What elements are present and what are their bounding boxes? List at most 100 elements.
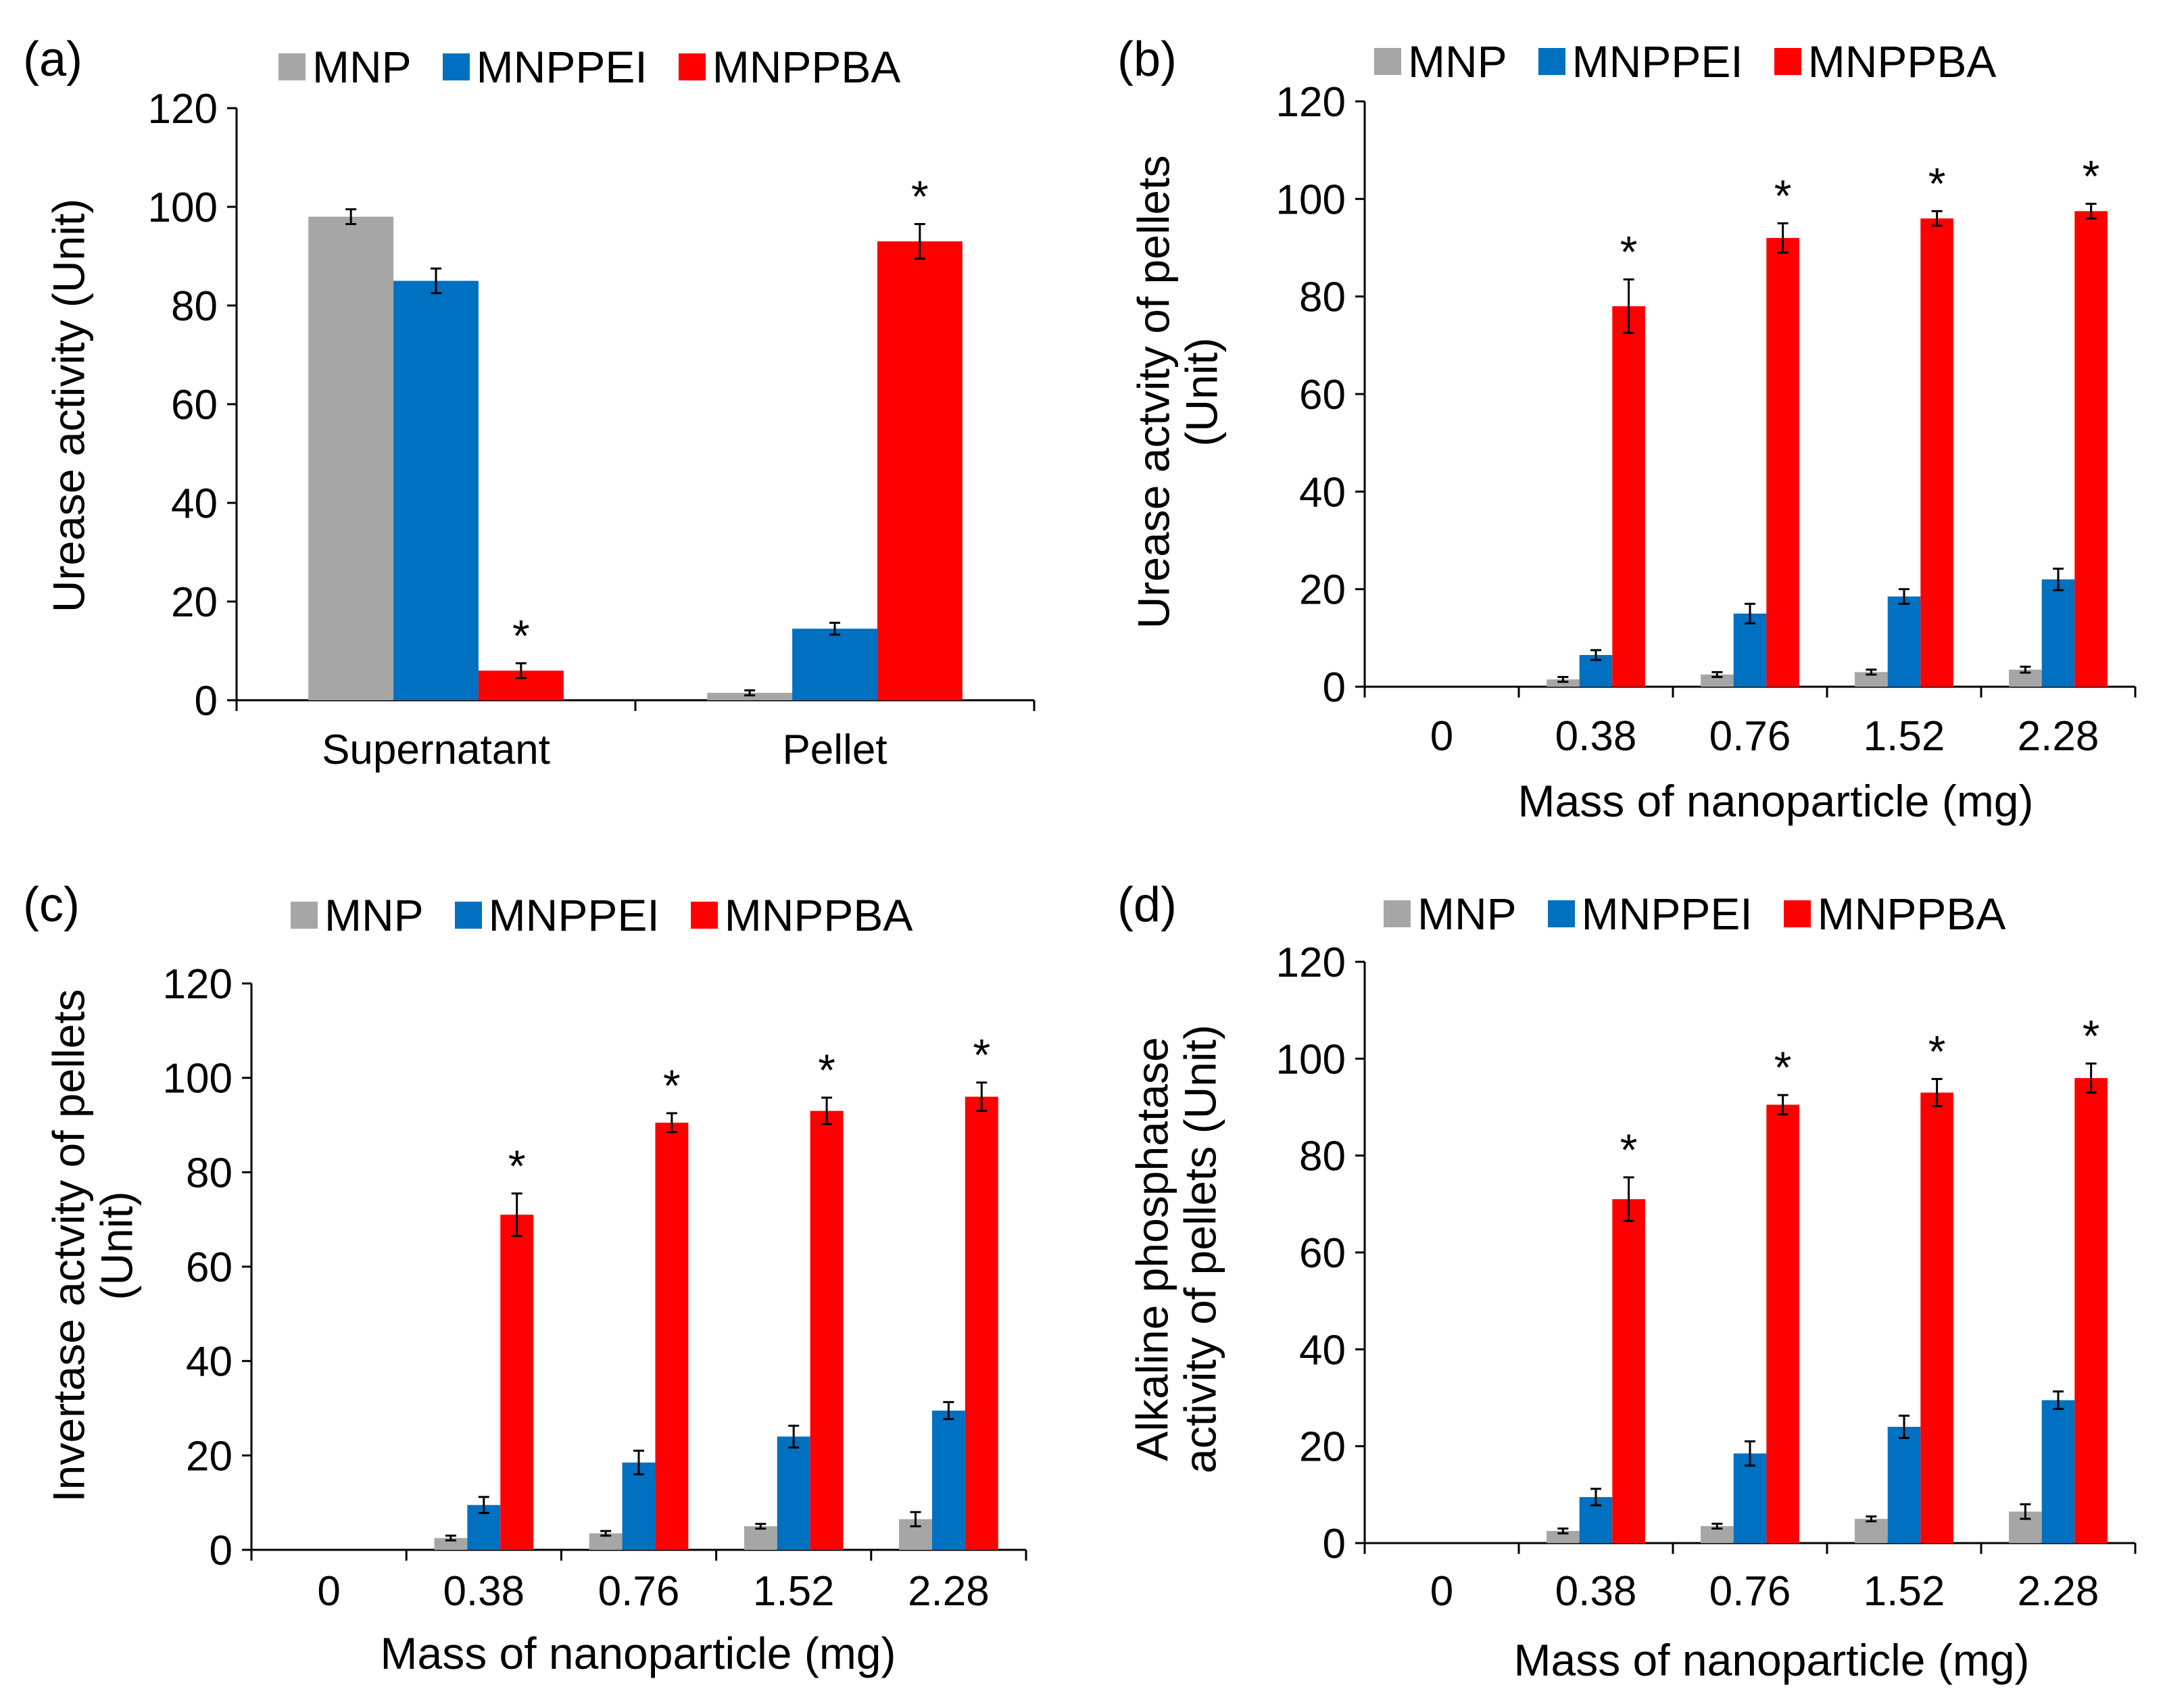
x-axis-title: Mass of nanoparticle (mg): [380, 1628, 896, 1678]
legend-label-mnp: MNP: [1408, 36, 1507, 87]
bar-mnp: [1855, 1519, 1888, 1543]
y-tick-label: 80: [186, 1150, 233, 1196]
y-tick-label: 40: [1299, 469, 1346, 516]
significance-star: *: [663, 1060, 681, 1111]
bar-mnp: [1855, 672, 1888, 687]
significance-star: *: [911, 172, 929, 222]
legend-swatch-mnp: [291, 902, 318, 929]
x-tick-label: Supernatant: [322, 727, 550, 773]
y-tick-label: 60: [186, 1244, 233, 1291]
panel-a: (a) MNP MNPPEI MNPPBA Urease activity (U…: [0, 0, 1082, 854]
legend-item-mnppba: MNPPBA: [690, 890, 913, 940]
bar-mnp: [1701, 674, 1734, 687]
y-tick-label: 20: [1299, 1424, 1346, 1471]
legend-item-mnppei: MNPPEI: [1538, 39, 1743, 84]
legend-item-mnppei: MNPPEI: [442, 45, 648, 89]
legend-swatch-mnppei: [1538, 48, 1565, 75]
legend-item-mnp: MNP: [1384, 892, 1517, 936]
x-tick-label: 1.52: [753, 1568, 835, 1615]
legend-label-mnppba: MNPPBA: [1807, 36, 1997, 87]
legend-swatch-mnppba: [1774, 48, 1801, 75]
bar-mnp: [707, 693, 793, 700]
legend-label-mnppei: MNPPEI: [1581, 889, 1753, 939]
legend-item-mnppei: MNPPEI: [454, 893, 660, 937]
significance-star: *: [1620, 226, 1638, 276]
legend-swatch-mnppba: [690, 902, 718, 929]
significance-star: *: [2083, 151, 2100, 201]
bar-mnppei: [2041, 1400, 2075, 1543]
bar-mnppei: [2041, 579, 2075, 687]
bar-mnppei: [777, 1436, 810, 1550]
bar-mnppba: [1920, 218, 1953, 687]
bar-chart-c: 0 20 40 60 80 100 120 0 0.38 * 0.76 * 1.52 * 2.28 *: [163, 961, 1027, 1615]
panel-label: (a): [23, 32, 82, 87]
bar-mnppei: [931, 1410, 965, 1550]
x-tick-label: 0: [1430, 1568, 1453, 1615]
significance-star: *: [1928, 1026, 1946, 1076]
panel-b: (b) MNP MNPPEI MNPPBA Urease actvity of …: [1082, 0, 2164, 854]
x-tick-label: 0.38: [443, 1568, 525, 1615]
y-tick-label: 120: [1276, 79, 1346, 126]
bar-mnppei: [792, 629, 877, 700]
bar-chart-b: 0 20 40 60 80 100 120 0 0.38 * 0.76 * 1.52 * 2.28 *: [1276, 79, 2137, 760]
x-tick-label: 0.76: [1709, 713, 1791, 760]
bar-mnppei: [393, 280, 479, 700]
x-tick-label: 0.76: [598, 1568, 680, 1615]
y-tick-label: 20: [171, 579, 218, 626]
bar-mnppei: [1887, 1427, 1921, 1543]
bar-mnppei: [1733, 613, 1767, 687]
legend-item-mnp: MNP: [1374, 39, 1507, 84]
legend-item-mnp: MNP: [291, 893, 424, 937]
y-tick-label: 20: [1299, 567, 1346, 614]
legend-swatch-mnp: [1384, 900, 1411, 927]
legend: MNP MNPPEI MNPPBA: [1374, 39, 1996, 84]
bar-mnppei: [622, 1462, 656, 1550]
bar-mnppba: [500, 1215, 534, 1550]
y-tick-label: 120: [148, 86, 218, 132]
y-tick-label: 120: [163, 961, 233, 1008]
x-tick-label: 0.38: [1555, 713, 1637, 760]
x-tick-label: 1.52: [1864, 713, 1945, 760]
legend-label-mnppba: MNPPBA: [724, 890, 913, 940]
y-tick-label: 100: [1276, 1036, 1346, 1083]
bar-mnp: [744, 1526, 777, 1550]
y-tick-label: 80: [1299, 1133, 1346, 1180]
legend-swatch-mnppei: [1547, 900, 1575, 927]
legend-label-mnppei: MNPPEI: [1572, 36, 1743, 87]
y-tick-label: 60: [1299, 372, 1346, 418]
significance-star: *: [508, 1141, 526, 1191]
legend-label-mnp: MNP: [324, 890, 424, 940]
legend-swatch-mnp: [1374, 48, 1401, 75]
legend-swatch-mnppba: [678, 53, 706, 80]
legend-item-mnppba: MNPPBA: [1783, 892, 2005, 936]
x-tick-label: 2.28: [908, 1568, 990, 1615]
x-tick-label: 2.28: [2018, 1568, 2099, 1615]
legend-label-mnppba: MNPPBA: [712, 42, 901, 92]
y-tick-label: 40: [186, 1339, 233, 1386]
bar-mnppba: [1612, 306, 1645, 687]
bar-mnppei: [1733, 1453, 1767, 1543]
panel-label: (c): [23, 878, 80, 932]
bar-mnppba: [655, 1123, 689, 1550]
y-tick-label: 0: [195, 678, 218, 725]
y-tick-label: 80: [1299, 274, 1346, 321]
bar-mnp: [1547, 1531, 1580, 1543]
legend-label-mnp: MNP: [312, 42, 412, 92]
y-tick-label: 80: [171, 283, 218, 330]
legend-item-mnp: MNP: [278, 45, 412, 89]
y-tick-label: 60: [1299, 1230, 1346, 1277]
significance-star: *: [1774, 170, 1792, 220]
significance-star: *: [1620, 1125, 1638, 1175]
bar-mnppba: [1920, 1092, 1953, 1543]
x-tick-label: 2.28: [2018, 713, 2099, 760]
significance-star: *: [818, 1045, 835, 1095]
bar-mnppba: [1612, 1199, 1645, 1543]
legend-swatch-mnppei: [442, 53, 470, 80]
bar-mnp: [1547, 679, 1580, 687]
bar-mnp: [308, 216, 394, 701]
bar-chart-a: 0 20 40 60 80 100 120 Supernatant * Pellet *: [148, 86, 1036, 773]
significance-star: *: [2083, 1011, 2100, 1061]
panel-c: (c) MNP MNPPEI MNPPBA Invertase actvity …: [0, 854, 1082, 1707]
bar-mnppba: [1766, 1104, 1799, 1543]
